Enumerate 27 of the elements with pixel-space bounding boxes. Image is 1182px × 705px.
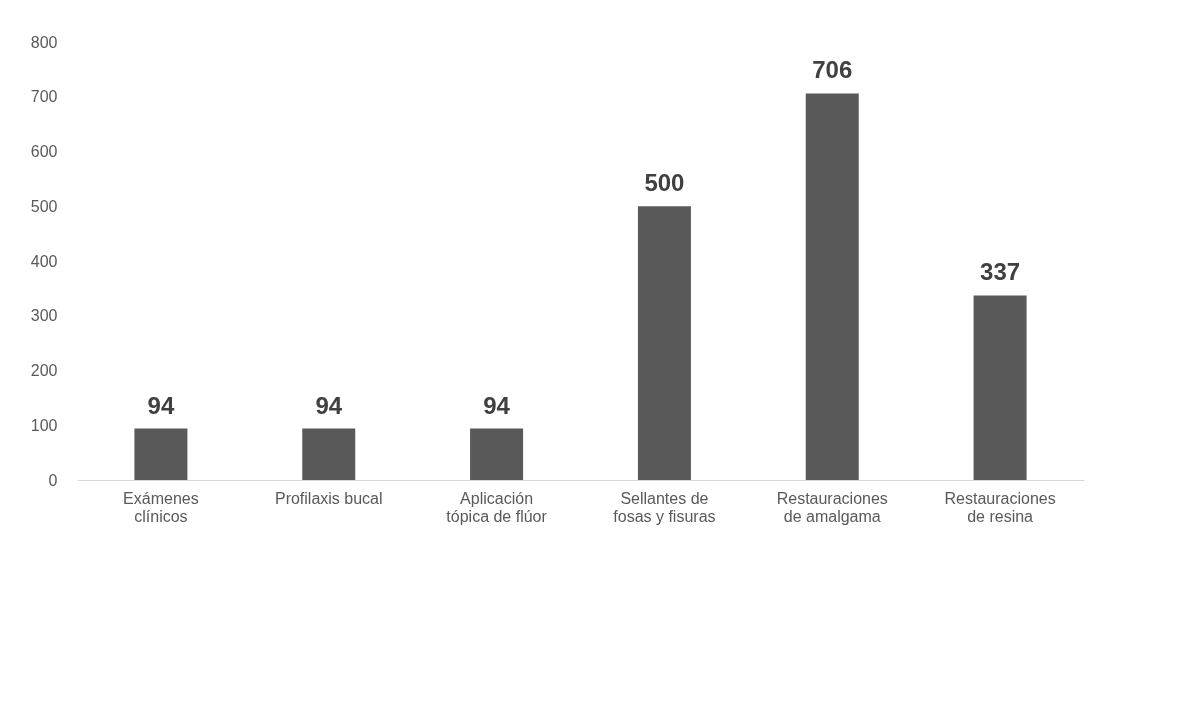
data-label: 706 <box>812 56 853 84</box>
y-tick-label: 800 <box>30 33 58 51</box>
y-tick-label: 300 <box>30 307 58 325</box>
data-label: 94 <box>315 391 343 419</box>
data-label: 500 <box>644 169 685 197</box>
y-tick-label: 500 <box>30 197 58 215</box>
y-tick-label: 0 <box>48 471 58 489</box>
y-tick-label: 200 <box>30 362 58 379</box>
y-tick-label: 700 <box>30 88 58 106</box>
x-tick-label: Aplicación tópica de flúor <box>446 489 548 525</box>
data-label: 94 <box>147 391 175 419</box>
data-label: 94 <box>483 391 511 419</box>
x-tick-label: Profilaxis bucal <box>274 489 383 507</box>
bar <box>134 428 188 480</box>
bar <box>805 93 859 480</box>
bar <box>973 295 1027 480</box>
x-tick-label: Sellantes de fosas y fisuras <box>613 489 716 525</box>
bar <box>302 428 356 480</box>
data-label: 337 <box>980 258 1021 286</box>
x-tick-label: Restauraciones de amalgama <box>776 489 888 525</box>
y-tick-label: 600 <box>30 143 58 160</box>
y-tick-label: 400 <box>30 252 58 270</box>
bar <box>637 206 691 480</box>
x-tick-label: Exámenes clínicos <box>123 489 199 525</box>
bar <box>470 428 524 480</box>
y-tick-label: 100 <box>30 416 58 434</box>
x-tick-label: Restauraciones de resina <box>944 489 1056 525</box>
